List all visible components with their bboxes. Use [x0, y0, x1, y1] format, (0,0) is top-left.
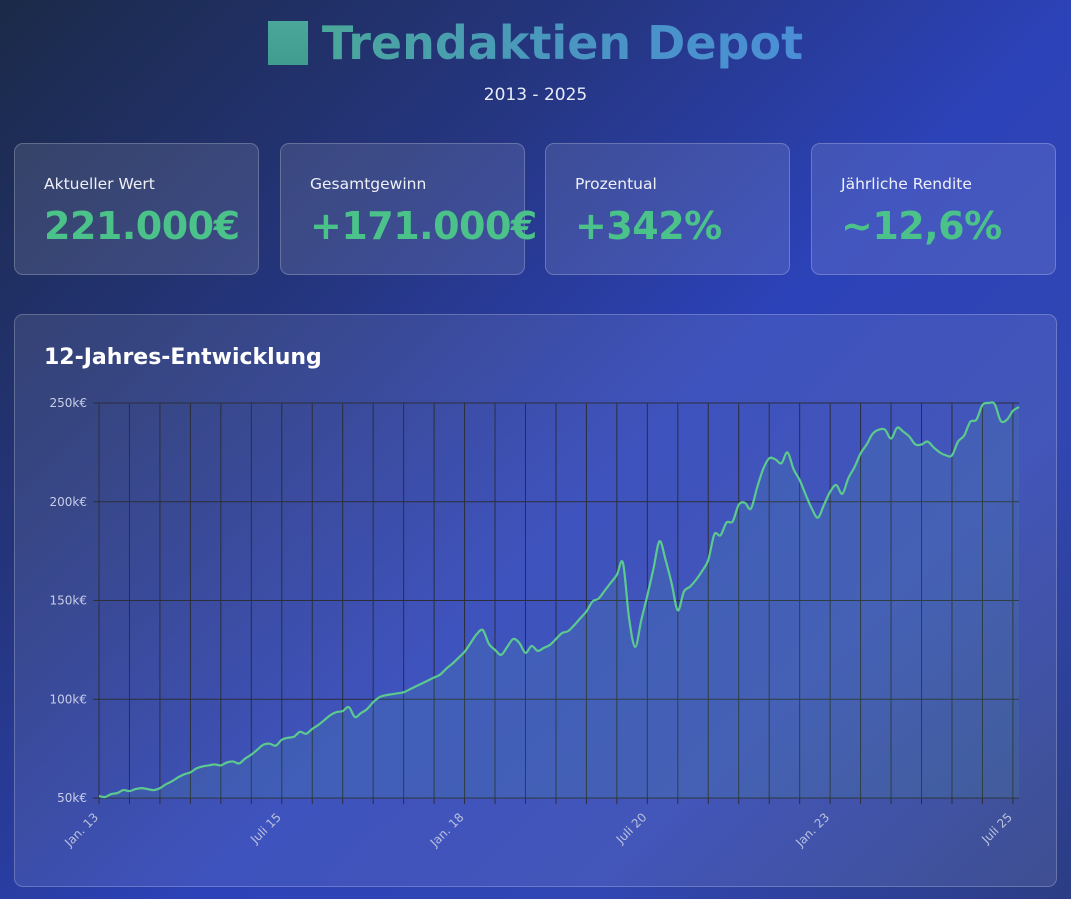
- page-title: Trendaktien Depot: [321, 16, 804, 70]
- performance-chart: 50k€ 100k€ 150k€ 200k€ 250k€ Jan. 13 Juli 15 Ja…: [50, 396, 1020, 850]
- stat-label: Prozentual: [575, 175, 657, 193]
- stat-card-current-value: Aktueller Wert 221.000€: [14, 143, 259, 275]
- y-tick-label: 200k€: [50, 495, 88, 509]
- x-tick-label: Jan. 18: [427, 810, 467, 850]
- x-tick-label: Juli 25: [978, 810, 1015, 847]
- stat-card-percentage: Prozentual +342%: [545, 143, 790, 275]
- stat-value: +171.000€: [310, 204, 537, 248]
- y-tick-label: 100k€: [50, 692, 88, 706]
- x-tick-label: Juli 20: [613, 810, 650, 847]
- stat-value: +342%: [575, 204, 722, 248]
- stat-label: Gesamtgewinn: [310, 175, 427, 193]
- chart-square-icon: [267, 21, 308, 65]
- stat-label: Aktueller Wert: [44, 175, 155, 193]
- x-tick-label: Jan. 23: [792, 810, 832, 850]
- chart-card: 12-Jahres-Entwicklung 50k€ 100k€ 150k€ 200k…: [14, 314, 1057, 887]
- x-tick-label: Juli 15: [247, 810, 284, 847]
- stat-value: ~12,6%: [841, 204, 1002, 248]
- stat-label: Jährliche Rendite: [841, 175, 972, 193]
- chart-title: 12-Jahres-Entwicklung: [44, 345, 322, 370]
- x-tick-label: Jan. 13: [61, 810, 101, 850]
- y-tick-label: 150k€: [50, 594, 88, 608]
- stat-card-annual-return: Jährliche Rendite ~12,6%: [811, 143, 1056, 275]
- title-row: Trendaktien Depot: [0, 16, 1071, 70]
- stat-value: 221.000€: [44, 204, 240, 248]
- page-subtitle: 2013 - 2025: [483, 85, 588, 105]
- series-area: [99, 402, 1019, 798]
- y-tick-label: 50k€: [57, 791, 87, 805]
- stat-card-total-gain: Gesamtgewinn +171.000€: [280, 143, 537, 275]
- series-line: [98, 401, 1020, 799]
- y-tick-label: 250k€: [50, 396, 88, 410]
